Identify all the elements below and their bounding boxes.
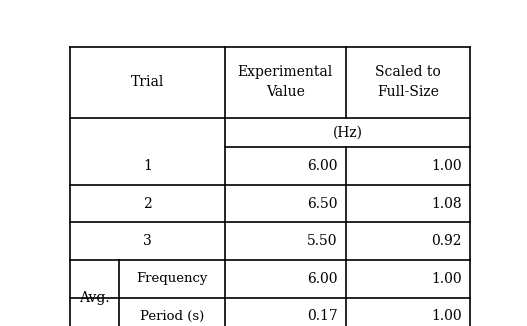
Text: Full-Size: Full-Size [377,85,439,99]
Text: 6.50: 6.50 [307,197,337,211]
Text: 1.00: 1.00 [432,159,462,173]
Text: 3: 3 [143,234,152,248]
Text: Value: Value [266,85,305,99]
Text: 1.00: 1.00 [432,272,462,286]
Text: Avg.: Avg. [79,291,110,305]
Text: 5.50: 5.50 [307,234,337,248]
Text: 2: 2 [143,197,152,211]
Text: Frequency: Frequency [136,272,208,285]
Text: Experimental: Experimental [238,66,333,79]
Text: 0.17: 0.17 [307,309,337,323]
Text: 0.92: 0.92 [432,234,462,248]
Text: 1.08: 1.08 [432,197,462,211]
Text: Period (s): Period (s) [140,310,204,323]
Text: (Hz): (Hz) [333,126,363,140]
Text: Scaled to: Scaled to [375,66,441,79]
Text: Trial: Trial [131,75,164,89]
Text: 1.00: 1.00 [432,309,462,323]
Text: 1: 1 [143,159,152,173]
Text: 6.00: 6.00 [307,159,337,173]
Text: 6.00: 6.00 [307,272,337,286]
